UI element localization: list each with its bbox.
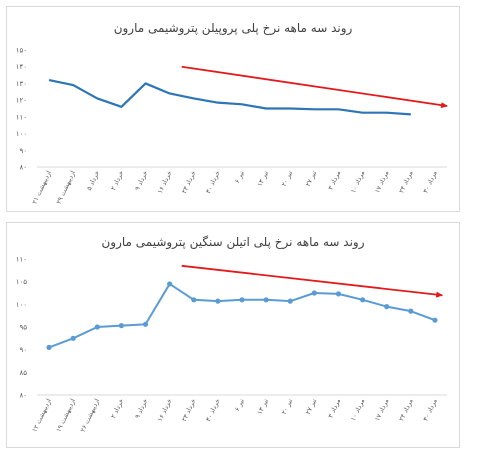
y-tick-label: ۱۵۰ — [16, 47, 27, 55]
data-point — [239, 297, 245, 303]
y-tick-label: ۱۰۵ — [16, 278, 28, 286]
x-tick-label: ۱۰ مرداد — [349, 169, 366, 194]
data-point — [359, 297, 366, 303]
x-tick-label: ۲۴ مرداد — [397, 169, 414, 194]
x-tick-label: ۱۷ مرداد — [373, 397, 390, 422]
data-point — [287, 298, 293, 304]
x-tick-label: ۱۷ مرداد — [373, 169, 390, 194]
chart-hdpe: روند سه ماهه نرخ پلی اتیلن سنگین پتروشیم… — [6, 222, 460, 448]
data-point — [167, 281, 173, 287]
x-tick-label: ۱۳ تیر — [256, 169, 270, 187]
y-tick-label: ۱۱۰ — [16, 113, 27, 121]
chart-title: روند سه ماهه نرخ پلی اتیلن سنگین پتروشیم… — [101, 235, 365, 249]
x-tick-label: ۲۷ تیر — [304, 169, 318, 187]
x-tick-label: ۲۴ مرداد — [397, 397, 414, 422]
x-tick-label: ۶ تیر — [233, 169, 246, 184]
y-tick-label: ۱۳۰ — [16, 80, 27, 88]
x-tick-label: ۳ مرداد — [326, 169, 342, 191]
x-tick-label: ۱۳ تیر — [256, 397, 270, 415]
y-tick-label: ۹۵ — [19, 324, 27, 332]
x-tick-label: ۳ مرداد — [326, 397, 342, 419]
y-tick-label: ۱۰۰ — [16, 130, 27, 138]
y-tick-label: ۹۰ — [19, 346, 27, 354]
x-tick-label: ۱۲ اردیبهشت — [30, 397, 52, 433]
x-tick-label: ۳۰ مرداد — [421, 169, 438, 194]
data-point — [118, 323, 125, 329]
series-line — [48, 282, 436, 349]
y-tick-label: ۸۰ — [19, 392, 27, 400]
trend-arrow — [181, 65, 448, 109]
y-tick-label: ۹۰ — [19, 147, 27, 155]
y-tick-label: ۱۴۰ — [16, 63, 27, 71]
series-line — [48, 79, 411, 116]
x-tick-label: ۲۳ خرداد — [180, 169, 198, 194]
x-tick-label: ۱۰ مرداد — [349, 397, 366, 422]
x-tick-label: ۳۰ خرداد — [204, 169, 222, 194]
x-tick-label: ۶ تیر — [233, 397, 246, 412]
x-tick-label: ۲۳ خرداد — [180, 397, 198, 422]
chart-polypropylene: روند سه ماهه نرخ پلی پروپیلن پتروشیمی ما… — [6, 6, 460, 212]
data-point — [94, 324, 100, 330]
x-tick-label: ۳۰ مرداد — [421, 397, 438, 422]
data-point — [215, 298, 221, 304]
data-point — [335, 291, 342, 297]
x-tick-label: ۲۰ تیر — [280, 397, 294, 415]
x-tick-label: ۲۱ اردیبهشت — [30, 169, 52, 205]
x-tick-label: ۲ خرداد — [109, 397, 125, 419]
x-tick-label: ۲ خرداد — [109, 169, 125, 191]
x-tick-label: ۲۹ اردیبهشت — [55, 169, 77, 205]
x-tick-label: ۵ خرداد — [85, 169, 101, 191]
x-tick-label: ۹ خرداد — [133, 397, 149, 419]
trend-arrow — [181, 264, 444, 298]
x-tick-label: ۱۹ اردیبهشت — [55, 397, 77, 433]
y-tick-label: ۸۵ — [19, 369, 27, 377]
x-tick-label: ۲۰ تیر — [280, 169, 294, 187]
data-point — [432, 317, 438, 323]
data-point — [384, 304, 390, 310]
data-point — [311, 290, 317, 296]
x-tick-label: ۲۷ تیر — [304, 397, 318, 415]
y-tick-label: ۸۰ — [19, 164, 27, 172]
x-tick-label: ۹ خرداد — [133, 169, 149, 191]
x-tick-label: ۳۰ خرداد — [204, 397, 222, 422]
x-tick-label: ۱۶ خرداد — [156, 169, 174, 194]
data-point — [408, 308, 414, 314]
data-point — [142, 321, 149, 327]
data-point — [191, 297, 197, 303]
y-tick-label: ۱۰۰ — [16, 301, 27, 309]
y-tick-label: ۱۱۰ — [16, 256, 27, 264]
data-point — [70, 335, 76, 341]
data-point — [263, 297, 269, 303]
x-tick-label: ۲۶ اردیبهشت — [79, 397, 101, 433]
y-tick-label: ۱۲۰ — [16, 97, 27, 105]
x-tick-label: ۱۶ خرداد — [156, 397, 174, 422]
chart-title: روند سه ماهه نرخ پلی پروپیلن پتروشیمی ما… — [113, 21, 353, 35]
data-point — [46, 344, 52, 350]
